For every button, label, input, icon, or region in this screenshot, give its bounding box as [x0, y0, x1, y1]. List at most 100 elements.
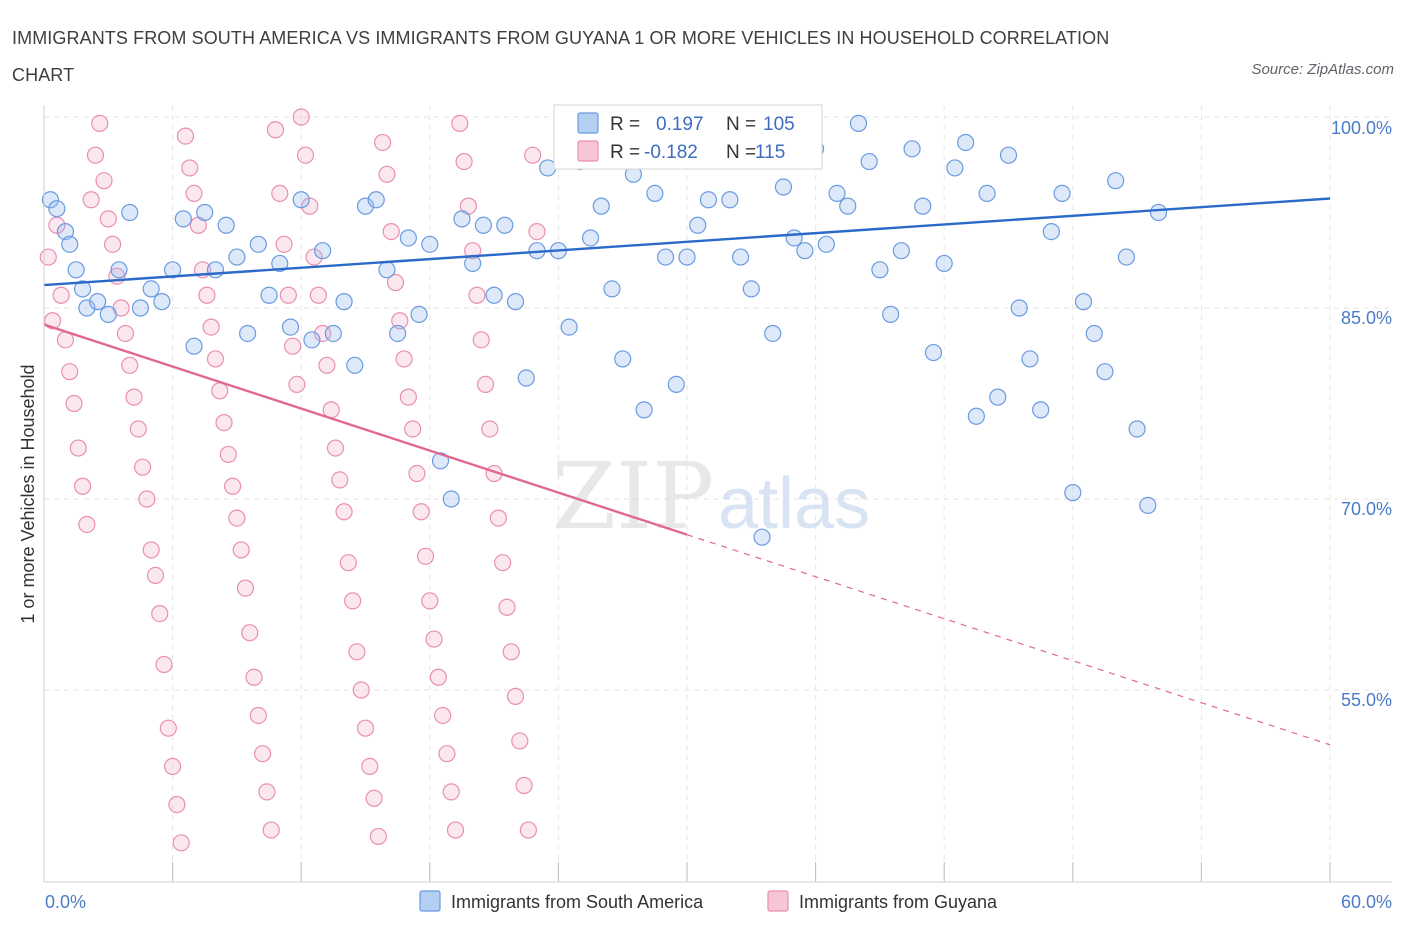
- south-america-point-18: [206, 261, 225, 279]
- south-america-point-34: [378, 261, 396, 279]
- y-tick-label-0: 100.0%: [1331, 118, 1392, 138]
- guyana-point-12: [91, 114, 109, 132]
- guyana-point-39: [206, 350, 225, 368]
- guyana-point-5: [61, 363, 79, 381]
- south-america-point-37: [410, 305, 428, 323]
- guyana-point-70: [339, 554, 357, 572]
- guyana-point-1: [43, 312, 62, 330]
- south-america-point-44: [485, 286, 503, 304]
- x-tick-label-max: 60.0%: [1341, 892, 1392, 912]
- guyana-point-65: [318, 356, 336, 374]
- stat-n-value-1: 105: [763, 114, 795, 135]
- guyana-point-62: [305, 248, 323, 266]
- south-america-point-3: [61, 235, 79, 253]
- south-america-point-9: [110, 261, 128, 279]
- guyana-point-86: [408, 464, 426, 483]
- stats-legend-box: R = 0.197 N = 105 R = -0.182 N = 115: [553, 104, 823, 170]
- south-america-point-72: [785, 229, 803, 247]
- guyana-point-68: [331, 471, 349, 489]
- bottom-legend-label-guyana: Immigrants from Guyana: [799, 892, 998, 912]
- guyana-point-114: [528, 223, 546, 241]
- legend-swatch-south-america: [577, 112, 599, 134]
- guyana-point-106: [494, 554, 512, 572]
- south-america-point-8: [99, 305, 117, 323]
- guyana-point-18: [116, 324, 135, 343]
- guyana-point-50: [254, 745, 272, 763]
- south-america-point-58: [635, 401, 653, 419]
- guyana-point-56: [279, 286, 297, 304]
- south-america-point-2: [56, 223, 75, 241]
- chart-title: IMMIGRANTS FROM SOUTH AMERICA VS IMMIGRA…: [12, 28, 1110, 85]
- south-america-point-6: [78, 299, 96, 317]
- south-america-point-17: [196, 203, 214, 222]
- guyana-point-63: [309, 286, 327, 304]
- south-america-point-16: [185, 337, 203, 355]
- guyana-point-75: [361, 757, 379, 776]
- south-america-point-80: [871, 261, 889, 279]
- guyana-point-87: [412, 503, 430, 521]
- guyana-point-14: [99, 210, 117, 228]
- guyana-point-112: [519, 821, 537, 839]
- guyana-point-37: [198, 286, 216, 304]
- guyana-point-89: [421, 592, 439, 610]
- guyana-point-71: [344, 592, 362, 610]
- guyana-point-82: [391, 312, 409, 330]
- guyana-point-41: [215, 414, 233, 432]
- guyana-point-100: [468, 286, 486, 304]
- guyana-point-78: [374, 133, 392, 152]
- south-america-point-24: [271, 254, 289, 273]
- south-america-point-32: [356, 197, 375, 215]
- south-america-point-98: [1064, 484, 1082, 502]
- south-america-point-73: [796, 242, 814, 260]
- guyana-point-95: [446, 821, 465, 839]
- guyana-point-80: [382, 223, 400, 241]
- guyana-point-52: [262, 821, 280, 839]
- guyana-point-22: [133, 458, 152, 476]
- south-america-point-88: [957, 133, 975, 152]
- guyana-point-73: [352, 681, 370, 699]
- guyana-point-11: [86, 146, 105, 164]
- guyana-trend-line-extrapolated: [686, 534, 1331, 746]
- south-america-point-67: [731, 248, 750, 266]
- guyana-point-54: [271, 184, 289, 202]
- south-america-point-84: [914, 197, 932, 215]
- south-america-trend-line: [43, 197, 1331, 287]
- south-america-point-38: [421, 235, 439, 253]
- stat-r-value-1: 0.197: [656, 114, 704, 135]
- guyana-point-34: [185, 184, 203, 202]
- trend-lines: [43, 197, 1331, 746]
- south-america-point-25: [281, 318, 300, 336]
- guyana-point-110: [511, 732, 529, 750]
- guyana-point-85: [404, 420, 422, 438]
- x-tick-marks: [43, 862, 1331, 882]
- south-america-point-99: [1074, 293, 1093, 311]
- guyana-point-29: [164, 757, 182, 776]
- guyana-point-23: [138, 490, 156, 508]
- south-america-point-70: [764, 324, 782, 343]
- guyana-point-58: [288, 375, 306, 393]
- south-america-point-54: [592, 197, 610, 215]
- guyana-point-102: [476, 375, 495, 393]
- guyana-point-111: [515, 776, 533, 795]
- stat-n-value-2: 115: [755, 142, 785, 163]
- south-america-point-60: [656, 248, 675, 266]
- south-america-point-40: [442, 490, 460, 508]
- south-america-point-104: [1128, 420, 1146, 438]
- guyana-point-103: [481, 420, 499, 438]
- guyana-point-6: [65, 394, 83, 413]
- guyana-point-32: [176, 127, 195, 145]
- south-america-point-5: [73, 280, 92, 298]
- south-america-point-23: [260, 286, 278, 304]
- south-america-point-10: [121, 203, 139, 222]
- guyana-point-76: [365, 789, 383, 807]
- south-america-point-46: [506, 293, 525, 311]
- guyana-point-109: [506, 687, 525, 705]
- south-america-point-1: [48, 200, 66, 218]
- south-america-point-94: [1021, 350, 1039, 368]
- south-america-point-33: [367, 191, 385, 209]
- guyana-point-83: [395, 350, 413, 368]
- guyana-point-25: [146, 566, 165, 585]
- guyana-trend-line: [43, 323, 688, 536]
- guyana-point-94: [442, 783, 460, 801]
- watermark-zip: ZIP: [552, 443, 714, 550]
